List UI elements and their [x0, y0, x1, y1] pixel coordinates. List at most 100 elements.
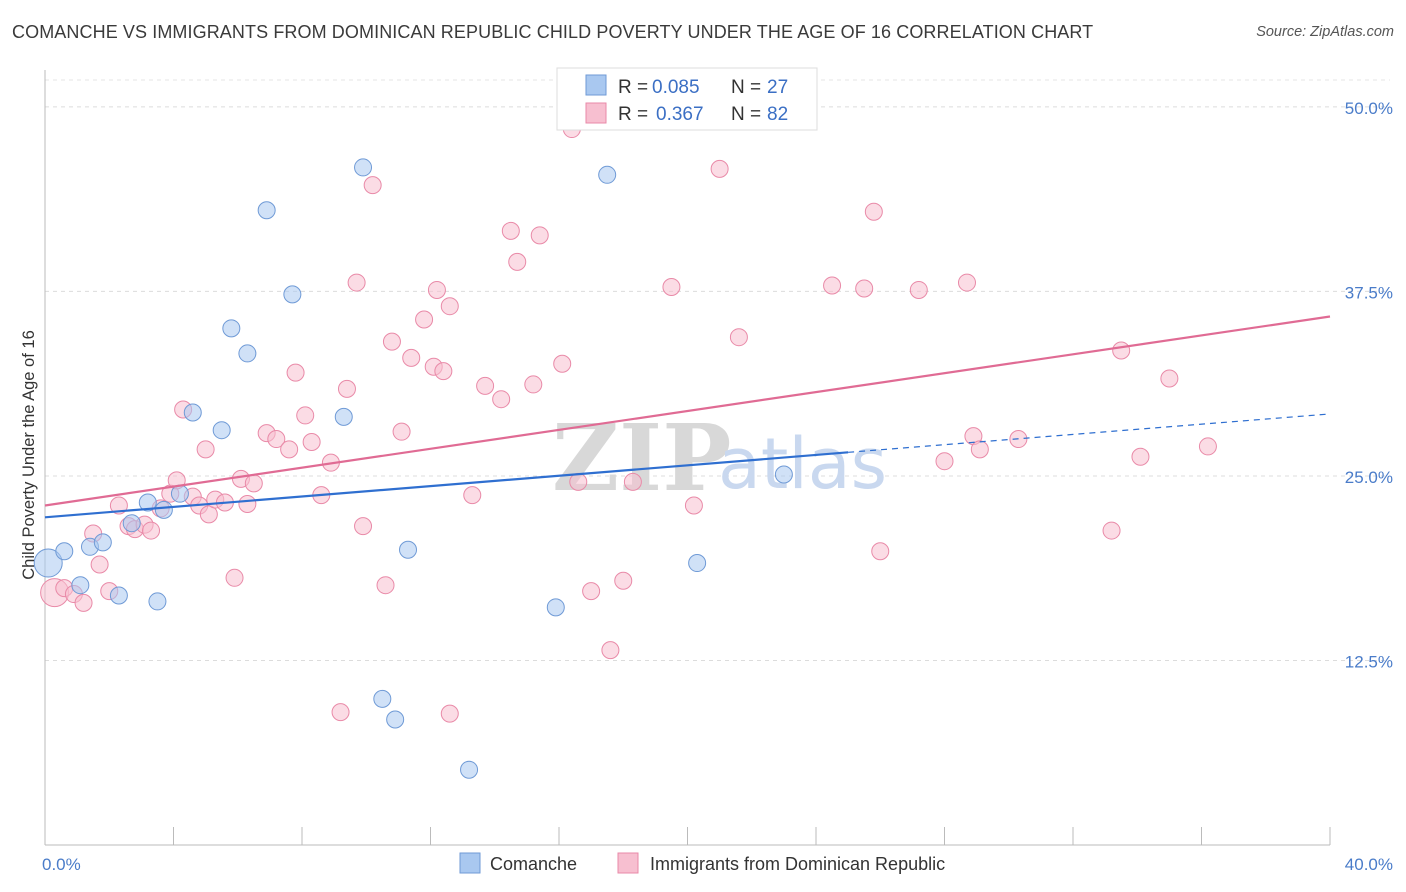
comanche-point [373, 689, 392, 708]
dominican-point [662, 278, 681, 296]
dominican-point [823, 276, 842, 295]
comanche-point [460, 760, 479, 779]
dominican-point [1198, 437, 1217, 456]
dominican-point [402, 348, 421, 367]
dominican-point [524, 375, 543, 394]
comanche-point [55, 542, 74, 561]
comanche-point [774, 465, 793, 484]
dominican-point [142, 521, 161, 540]
comanche-point [122, 514, 141, 533]
dominican-point [476, 376, 495, 395]
dominican-point [1131, 447, 1150, 466]
dominican-point [623, 472, 642, 491]
watermark-atlas: atlas [718, 423, 887, 505]
comanche-point [688, 554, 707, 573]
dominican-point [569, 472, 588, 491]
dominican-point [614, 571, 633, 590]
legend-r-label-1: R = [618, 77, 648, 98]
comanche-point [93, 533, 112, 552]
legend-swatch-comanche [585, 74, 607, 96]
dominican-point [382, 332, 401, 351]
dominican-point [196, 440, 215, 459]
dominican-point [855, 279, 874, 298]
dominican-point [553, 354, 572, 373]
comanche-point [183, 403, 202, 422]
dominican-point [1112, 341, 1131, 360]
legend-r-label-2: R = [618, 104, 648, 125]
dominican-point [302, 433, 321, 451]
comanche-point [109, 586, 128, 605]
legend-swatch-dominican [585, 102, 607, 124]
x-tick-label: 0.0% [42, 855, 81, 874]
legend-n-value-2: 82 [767, 104, 788, 125]
dominican-point [296, 406, 315, 425]
dominican-point [354, 517, 373, 536]
dominican-point [957, 273, 976, 292]
comanche-point [546, 598, 565, 617]
bottom-legend-swatch-comanche [459, 852, 481, 874]
comanche-point [257, 201, 276, 220]
comanche-trend-extension [848, 413, 1331, 453]
legend-n-label-2: N = [731, 104, 761, 125]
y-tick-label: 12.5% [1345, 652, 1393, 671]
watermark: ZIP atlas [552, 404, 887, 512]
watermark-zip: ZIP [552, 404, 731, 512]
dominican-point [363, 176, 382, 195]
comanche-point [386, 710, 405, 729]
dominican-point [871, 542, 890, 561]
dominican-point [238, 495, 257, 513]
tick-labels: 12.5% 25.0% 37.5% 50.0% 0.0% 40.0% [42, 99, 1393, 874]
dominican-point [267, 430, 286, 449]
y-tick-label: 50.0% [1345, 99, 1393, 118]
legend-r-value-1: 0.085 [652, 77, 700, 98]
comanche-point [598, 165, 617, 184]
comanche-point [71, 576, 90, 595]
dominican-point [376, 576, 395, 595]
axes-layer [44, 70, 1331, 846]
dominican-point [280, 440, 299, 459]
dominican-point [244, 474, 263, 493]
dominican-point [74, 593, 93, 612]
dominican-point [109, 496, 128, 515]
dominican-point [508, 252, 527, 271]
legend-n-label-1: N = [731, 77, 761, 98]
dominican-point [710, 159, 729, 178]
comanche-point [148, 592, 167, 611]
legend-top: R = 0.085 N = 27 R = 0.367 N = 82 [556, 67, 818, 131]
dominican-point [347, 273, 366, 292]
dominican-point [427, 280, 446, 299]
dominican-point [331, 703, 350, 722]
comanche-point [170, 484, 189, 503]
chart-title: COMANCHE VS IMMIGRANTS FROM DOMINICAN RE… [12, 22, 1094, 42]
comanche-point [399, 540, 418, 559]
dominican-point [1160, 369, 1179, 388]
comanche-point [283, 285, 302, 304]
comanche-trend-line [44, 451, 849, 519]
bottom-legend-swatch-dominican [617, 852, 639, 874]
legend-n-value-1: 27 [767, 77, 788, 98]
y-tick-label: 37.5% [1345, 283, 1393, 302]
dominican-point [392, 422, 411, 441]
y-axis-label: Child Poverty Under the Age of 16 [20, 330, 38, 579]
dominican-point [440, 704, 459, 723]
trend-layer [44, 315, 1331, 519]
comanche-point [33, 548, 63, 578]
comanche-point [334, 407, 353, 426]
comanche-point [138, 493, 157, 512]
dominican-point [601, 641, 620, 660]
dominican-point [286, 363, 305, 382]
dominican-point [492, 390, 511, 409]
dominican-point [337, 379, 356, 398]
dominican-point [864, 202, 883, 221]
bottom-legend-label-comanche: Comanche [490, 854, 577, 874]
dominican-point [684, 496, 703, 515]
points-layer [33, 120, 1217, 779]
legend-r-value-2: 0.367 [656, 104, 704, 125]
comanche-point [212, 421, 231, 440]
dominican-point [90, 555, 109, 574]
dominican-point [1102, 521, 1121, 540]
dominican-point [582, 582, 601, 601]
dominican-point [970, 440, 989, 459]
comanche-point [354, 158, 373, 177]
